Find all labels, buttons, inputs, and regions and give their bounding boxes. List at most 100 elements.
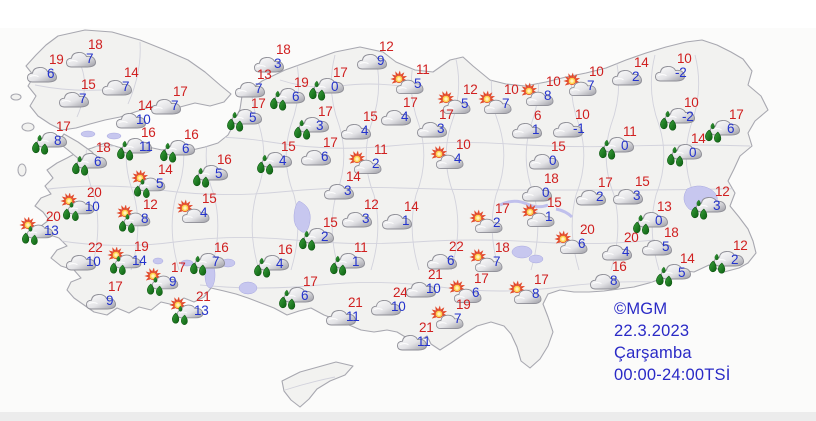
weather-station[interactable]: 19 7 [429, 298, 485, 339]
temp-high: 18 [495, 240, 510, 255]
weather-station[interactable]: 15 7 [54, 78, 110, 119]
weather-station[interactable]: 14 0 [664, 132, 720, 173]
weather-station[interactable]: 17 6 [296, 136, 352, 177]
temp-high: 10 [677, 51, 692, 66]
weather-station[interactable]: 17 2 [571, 176, 627, 217]
weather-station[interactable]: 17 6 [276, 275, 332, 316]
weather-station[interactable]: 17 3 [291, 105, 347, 146]
weather-station[interactable]: 17 7 [146, 85, 202, 126]
weather-station[interactable]: 15 3 [608, 175, 664, 216]
weather-station[interactable]: 21 13 [169, 290, 225, 331]
weather-station[interactable]: 12 3 [337, 198, 393, 239]
weather-station[interactable]: 14 2 [607, 56, 663, 97]
weather-station[interactable]: 11 5 [389, 63, 445, 104]
weather-station[interactable]: 20 13 [19, 210, 75, 251]
weather-station[interactable]: 18 0 [517, 172, 573, 213]
weather-station[interactable]: 12 3 [688, 185, 744, 226]
cloud-icon [427, 254, 457, 270]
weather-station[interactable]: 11 1 [327, 241, 383, 282]
weather-station[interactable]: 12 9 [352, 40, 408, 81]
weather-station[interactable]: 10 -1 [548, 108, 604, 149]
weather-station[interactable]: 14 5 [131, 163, 187, 204]
weather-station[interactable]: 22 10 [61, 241, 117, 282]
weather-station[interactable]: 15 4 [175, 192, 231, 233]
weather-station[interactable]: 17 0 [306, 66, 362, 107]
weather-station[interactable]: 20 10 [60, 186, 116, 227]
weather-station[interactable]: 14 3 [319, 170, 375, 211]
weather-station[interactable]: 15 4 [254, 140, 310, 181]
weather-station[interactable]: 14 5 [653, 252, 709, 293]
weather-station[interactable]: 16 5 [190, 153, 246, 194]
weather-station[interactable]: 17 9 [144, 261, 200, 302]
weather-station[interactable]: 10 -2 [650, 52, 706, 93]
weather-station[interactable]: 17 3 [412, 108, 468, 149]
weather-station[interactable]: 18 6 [69, 141, 125, 182]
weather-station[interactable]: 18 3 [249, 43, 305, 84]
weather-station[interactable]: 16 4 [251, 243, 307, 284]
weather-station[interactable]: 14 10 [111, 99, 167, 140]
weather-station[interactable]: 20 6 [553, 223, 609, 264]
weather-station[interactable]: 18 5 [637, 226, 693, 267]
weather-station[interactable]: 17 8 [29, 120, 85, 161]
temp-high: 17 [173, 84, 188, 99]
weather-station[interactable]: 17 4 [376, 96, 432, 137]
weather-station[interactable]: 12 5 [436, 83, 492, 124]
temp-low: -2 [675, 65, 687, 80]
weather-station[interactable]: 17 6 [702, 108, 758, 149]
weather-station[interactable]: 17 9 [81, 280, 137, 321]
rain-icon [660, 108, 695, 131]
weather-station[interactable]: 17 2 [468, 202, 524, 243]
weather-station[interactable]: 17 8 [507, 273, 563, 314]
weather-station[interactable]: 10 7 [562, 65, 618, 106]
weather-station[interactable]: 16 7 [187, 241, 243, 282]
weather-station[interactable]: 17 5 [224, 97, 280, 138]
weather-station[interactable]: 21 11 [321, 296, 377, 337]
weather-station[interactable]: 18 7 [61, 38, 117, 79]
temp-high: 19 [294, 75, 309, 90]
weather-station[interactable]: 15 2 [296, 216, 352, 257]
weather-station[interactable]: 10 -2 [657, 96, 713, 137]
weather-station[interactable]: 10 4 [429, 138, 485, 179]
weather-station[interactable]: 17 6 [447, 272, 503, 313]
weather-station[interactable]: 14 1 [377, 200, 433, 241]
weather-station[interactable]: 19 14 [107, 240, 163, 281]
weather-station[interactable]: 15 0 [524, 140, 580, 181]
rain-icon [257, 152, 292, 175]
weather-station[interactable]: 10 7 [477, 83, 533, 124]
weather-station[interactable]: 13 7 [230, 68, 286, 109]
weather-station[interactable]: 19 6 [267, 76, 323, 117]
time-range-text: 00:00-24:00TSİ [614, 366, 731, 384]
weather-station[interactable]: 21 11 [392, 321, 448, 362]
weather-station[interactable]: 11 0 [596, 125, 652, 166]
weather-station[interactable]: 24 10 [366, 286, 422, 327]
sun-cloud-icon [437, 90, 471, 115]
temp-high: 14 [158, 162, 173, 177]
weather-station[interactable]: 16 11 [114, 126, 170, 167]
temp-low: 4 [361, 123, 369, 138]
rain-icon [309, 78, 344, 101]
weather-station[interactable]: 22 6 [422, 240, 478, 281]
sun-rain-icon [144, 268, 179, 296]
weather-station[interactable]: 19 6 [22, 53, 78, 94]
temp-high: 6 [534, 108, 542, 123]
weather-station[interactable]: 20 4 [597, 231, 653, 272]
weather-station[interactable]: 14 7 [97, 66, 153, 107]
cloud-icon [529, 154, 559, 170]
weather-station[interactable]: 12 2 [706, 239, 762, 280]
weather-station[interactable]: 18 7 [468, 241, 524, 282]
weather-station[interactable]: 16 6 [157, 128, 213, 169]
temp-low: 7 [171, 98, 179, 113]
weather-station[interactable]: 15 1 [520, 196, 576, 237]
weather-station[interactable]: 10 8 [519, 75, 575, 116]
weather-station[interactable]: 11 2 [347, 143, 403, 184]
date-text: 22.3.2023 [614, 322, 690, 340]
weather-station[interactable]: 15 4 [336, 110, 392, 151]
weather-station[interactable]: 12 8 [116, 198, 172, 239]
weather-station[interactable]: 13 0 [630, 200, 686, 241]
temp-low: 0 [655, 213, 663, 228]
weather-station[interactable]: 16 8 [585, 260, 641, 301]
temp-high: 17 [598, 175, 613, 190]
weather-station[interactable]: 21 10 [401, 268, 457, 309]
sun-cloud-icon [448, 279, 482, 304]
